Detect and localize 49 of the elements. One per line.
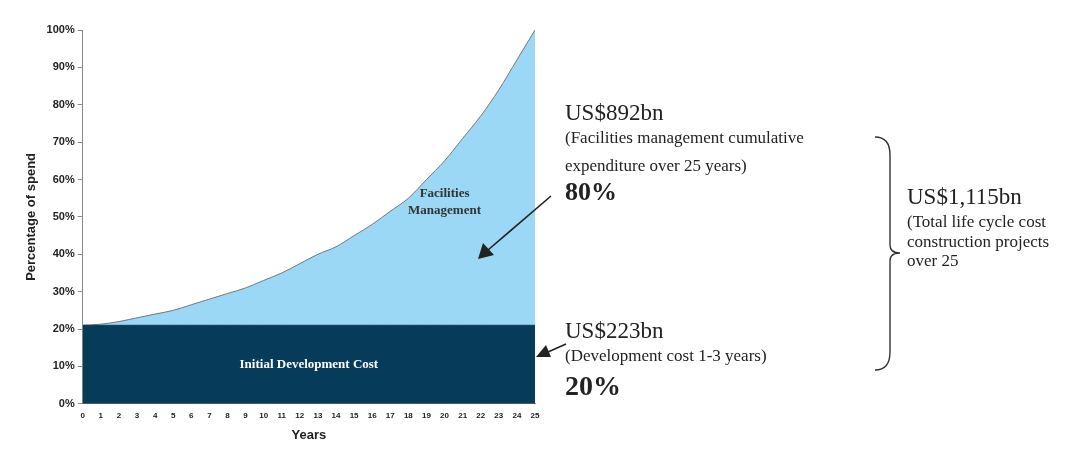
x-tick-label: 2	[116, 410, 122, 420]
y-tick-label: 50%	[52, 209, 75, 222]
y-tick-label: 90%	[52, 60, 75, 73]
x-tick-label: 21	[458, 410, 468, 420]
x-tick-label: 6	[189, 410, 195, 420]
text: (Facilities management cumulative expenditure over 25 years)	[565, 128, 804, 175]
x-tick-label: 7	[207, 410, 213, 420]
x-tick-label: 18	[403, 410, 414, 420]
text: (Total life cycle cost construction projects over 25	[907, 212, 1051, 271]
x-axis-title: Years	[291, 426, 327, 442]
x-tick-label: 15	[349, 410, 360, 420]
x-tick-label: 16	[367, 410, 378, 420]
x-tick-label: 5	[170, 410, 176, 420]
y-tick-label: 40%	[52, 247, 75, 260]
text: (Development cost 1-3 years)	[565, 346, 768, 366]
text: US$223bn	[565, 318, 664, 345]
x-tick-label: 20	[440, 410, 450, 420]
series-label: Initial Development Cost	[239, 355, 379, 371]
x-tick-label: 24	[512, 410, 522, 420]
x-tick-label: 14	[331, 410, 341, 420]
x-tick-label: 13	[313, 410, 323, 420]
y-tick-label: 10%	[52, 359, 75, 372]
text: US$892bn	[565, 100, 664, 127]
text: 80%	[565, 177, 617, 207]
x-tick-label: 25	[530, 410, 540, 420]
y-tick-label: 60%	[52, 172, 75, 185]
y-tick-label: 100%	[46, 23, 75, 36]
y-tick-label: 30%	[52, 284, 75, 297]
y-tick-label: 70%	[52, 135, 75, 148]
x-tick-label: 10	[259, 410, 269, 420]
x-tick-label: 8	[225, 410, 231, 420]
y-tick-label: 0%	[58, 396, 75, 409]
x-tick-label: 12	[295, 410, 305, 420]
y-axis-title: Percentage of spend	[23, 152, 39, 281]
x-tick-label: 3	[134, 410, 140, 420]
x-tick-label: 11	[277, 410, 287, 420]
x-tick-label: 23	[494, 410, 504, 420]
x-tick-label: 1	[98, 410, 104, 420]
x-tick-label: 17	[385, 410, 396, 420]
x-tick-label: 19	[422, 410, 432, 420]
text: US$1,115bn	[907, 184, 1022, 211]
x-tick-label: 22	[476, 410, 486, 420]
y-tick-label: 20%	[52, 322, 75, 335]
x-tick-label: 4	[152, 410, 158, 420]
x-tick-label: 0	[80, 410, 86, 420]
y-tick-label: 80%	[52, 97, 75, 110]
series-label: Facilities Management	[408, 184, 482, 217]
text: 20%	[565, 370, 621, 403]
x-tick-label: 9	[243, 410, 249, 420]
